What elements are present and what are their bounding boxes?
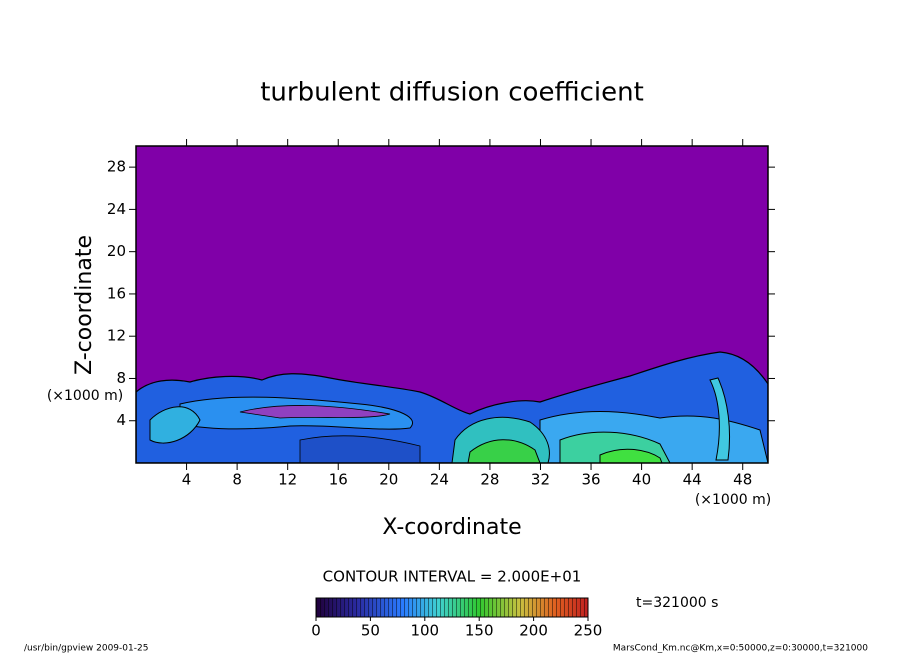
x-axis-label: X-coordinate [382, 515, 521, 540]
x-tick-label: 40 [632, 471, 651, 489]
x-unit: (×1000 m) [695, 492, 771, 508]
x-tick-label: 48 [733, 471, 752, 489]
y-tick-label: 20 [107, 242, 126, 260]
colorbar-tick-label: 100 [410, 622, 439, 640]
x-tick-label: 8 [232, 471, 242, 489]
x-tick-label: 44 [683, 471, 702, 489]
y-tick-label: 4 [116, 411, 126, 429]
y-tick-label: 8 [116, 369, 126, 387]
x-tick-label: 32 [531, 471, 550, 489]
footer-left: /usr/bin/gpview 2009-01-25 [24, 644, 148, 654]
x-tick-label: 20 [379, 471, 398, 489]
y-axis-label: Z-coordinate [72, 235, 97, 375]
colorbar-tick-label: 250 [574, 622, 603, 640]
chart-title: turbulent diffusion coefficient [260, 78, 644, 108]
colorbar-tick-label: 50 [361, 622, 380, 640]
time-label: t=321000 s [636, 595, 718, 611]
contour-interval: CONTOUR INTERVAL = 2.000E+01 [323, 568, 582, 586]
y-tick-label: 28 [107, 158, 126, 176]
x-tick-label: 16 [329, 471, 348, 489]
x-tick-label: 36 [581, 471, 600, 489]
y-tick-label: 24 [107, 200, 126, 218]
footer-right: MarsCond_Km.nc@Km,x=0:50000,z=0:30000,t=… [613, 644, 868, 654]
x-tick-label: 4 [182, 471, 192, 489]
y-tick-label: 16 [107, 284, 126, 302]
y-unit: (×1000 m) [47, 388, 123, 404]
x-tick-label: 24 [430, 471, 449, 489]
y-tick-label: 12 [107, 327, 126, 345]
colorbar-tick-label: 150 [465, 622, 494, 640]
x-tick-label: 28 [480, 471, 499, 489]
x-tick-label: 12 [278, 471, 297, 489]
colorbar-tick-label: 0 [311, 622, 321, 640]
field [136, 146, 768, 463]
colorbar-frame [315, 597, 589, 618]
plot-frame [135, 145, 769, 464]
colorbar-tick-label: 200 [519, 622, 548, 640]
